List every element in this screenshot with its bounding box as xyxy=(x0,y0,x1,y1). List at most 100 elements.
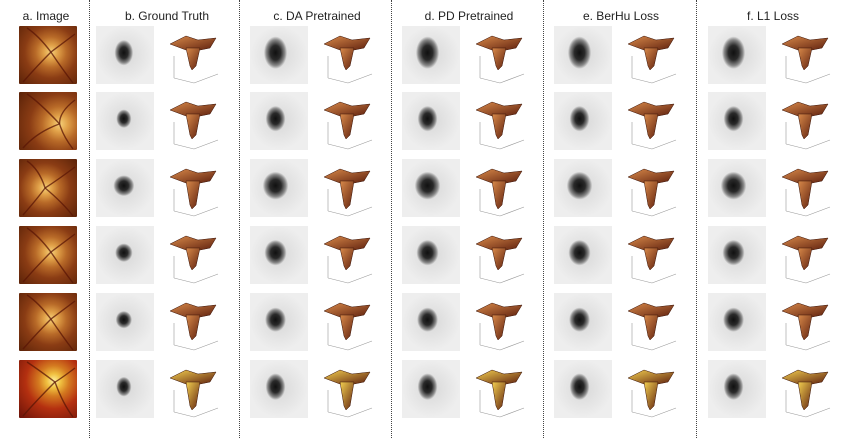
fundus-image xyxy=(19,226,77,284)
fundus-image xyxy=(19,360,77,418)
column-separator xyxy=(239,0,240,438)
surface-funnel xyxy=(491,381,507,411)
vessel xyxy=(26,160,46,189)
surface-funnel xyxy=(185,314,201,341)
axis-line xyxy=(651,206,677,217)
surface-plot xyxy=(470,92,528,150)
vessel xyxy=(22,123,60,149)
vessel-overlay xyxy=(22,361,76,418)
axis-line xyxy=(631,411,653,418)
surface-funnel xyxy=(797,314,813,341)
surface-funnel xyxy=(185,113,201,140)
axis-line xyxy=(785,344,807,351)
surface-funnel xyxy=(339,247,355,271)
surface-plot xyxy=(470,159,528,217)
surface-funnel xyxy=(797,47,813,71)
surface-funnel xyxy=(797,247,813,271)
depth-map xyxy=(554,92,612,150)
surface-plot xyxy=(776,92,834,150)
axis-line xyxy=(805,340,831,351)
depth-map xyxy=(554,293,612,351)
axis-line xyxy=(173,210,195,217)
vessel xyxy=(44,187,74,217)
depth-map xyxy=(708,360,766,418)
surface-funnel xyxy=(339,113,355,140)
axis-line xyxy=(479,210,501,217)
surface-funnel xyxy=(797,113,813,140)
surface-funnel xyxy=(491,113,507,140)
surface-funnel xyxy=(185,180,201,210)
surface-funnel xyxy=(643,314,659,341)
depth-map xyxy=(402,92,460,150)
depth-map xyxy=(96,92,154,150)
axis-line xyxy=(479,411,501,418)
column-separator xyxy=(543,0,544,438)
axis-line xyxy=(327,277,349,284)
surface-plot xyxy=(164,26,222,84)
vessel xyxy=(22,187,46,216)
axis-line xyxy=(193,139,219,150)
depth-map xyxy=(402,159,460,217)
depth-map xyxy=(96,360,154,418)
depth-map xyxy=(708,159,766,217)
surface-plot xyxy=(318,159,376,217)
surface-funnel xyxy=(185,247,201,271)
surface-funnel xyxy=(643,47,659,71)
surface-funnel xyxy=(185,381,201,411)
surface-plot xyxy=(622,159,680,217)
depth-map xyxy=(96,26,154,84)
axis-line xyxy=(347,73,373,84)
surface-funnel xyxy=(643,180,659,210)
depth-map xyxy=(96,226,154,284)
column-title-da-pretrained: c. DA Pretrained xyxy=(273,9,361,23)
fundus-image xyxy=(19,293,77,351)
column-title-ground-truth: b. Ground Truth xyxy=(124,9,210,23)
vessel xyxy=(22,381,56,417)
surface-funnel xyxy=(339,180,355,210)
vessel-overlay xyxy=(22,93,76,150)
axis-line xyxy=(785,277,807,284)
axis-line xyxy=(193,273,219,284)
vessel xyxy=(50,300,76,320)
depth-map xyxy=(554,159,612,217)
axis-line xyxy=(785,143,807,150)
surface-funnel xyxy=(643,247,659,271)
surface-plot xyxy=(318,92,376,150)
vessel xyxy=(22,318,52,350)
vessel xyxy=(58,99,76,124)
depth-map xyxy=(402,360,460,418)
axis-line xyxy=(805,407,831,418)
surface-plot xyxy=(470,293,528,351)
depth-map xyxy=(250,226,308,284)
depth-map xyxy=(708,92,766,150)
depth-map xyxy=(708,293,766,351)
axis-line xyxy=(631,210,653,217)
surface-funnel xyxy=(491,314,507,341)
surface-funnel xyxy=(491,47,507,71)
depth-map xyxy=(250,92,308,150)
axis-line xyxy=(631,277,653,284)
axis-line xyxy=(479,344,501,351)
axis-line xyxy=(651,407,677,418)
axis-line xyxy=(651,273,677,284)
axis-line xyxy=(193,73,219,84)
depth-map xyxy=(554,26,612,84)
depth-map xyxy=(708,26,766,84)
axis-line xyxy=(347,206,373,217)
axis-line xyxy=(327,411,349,418)
depth-map xyxy=(250,293,308,351)
axis-line xyxy=(651,139,677,150)
surface-plot xyxy=(470,226,528,284)
fundus-image xyxy=(19,26,77,84)
column-separator xyxy=(696,0,697,438)
axis-line xyxy=(805,139,831,150)
column-title-image: a. Image xyxy=(22,9,70,23)
axis-line xyxy=(347,340,373,351)
axis-line xyxy=(173,344,195,351)
surface-plot xyxy=(164,293,222,351)
surface-plot xyxy=(622,92,680,150)
column-separator xyxy=(89,0,90,438)
axis-line xyxy=(479,277,501,284)
depth-map xyxy=(96,159,154,217)
vessel xyxy=(22,51,52,83)
